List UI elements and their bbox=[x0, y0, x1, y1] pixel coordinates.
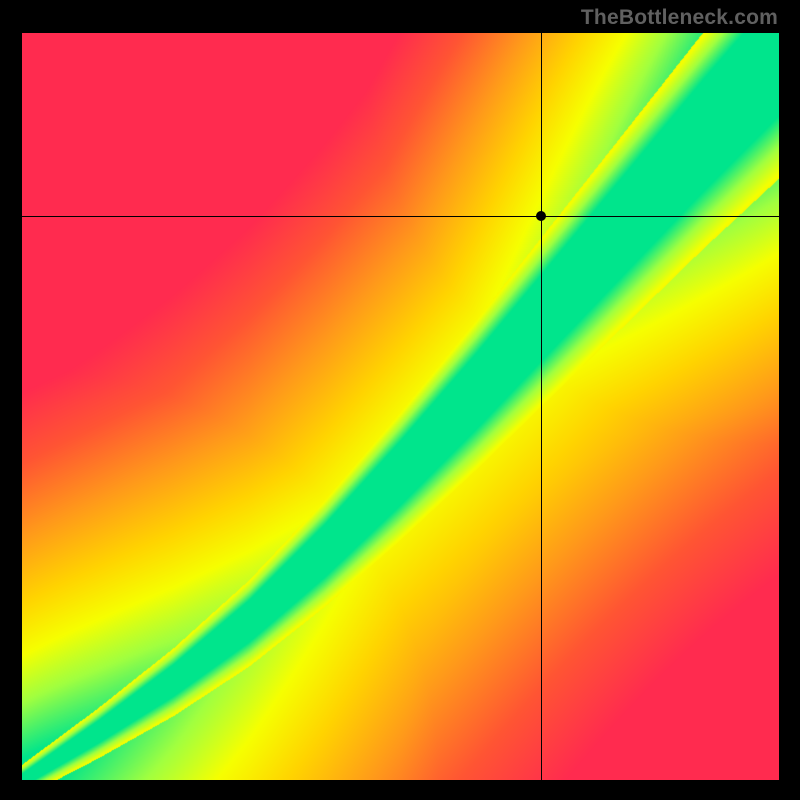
crosshair-vertical bbox=[541, 33, 542, 780]
crosshair-marker bbox=[536, 211, 546, 221]
heatmap-plot bbox=[22, 33, 779, 780]
crosshair-horizontal bbox=[22, 216, 779, 217]
heatmap-canvas bbox=[22, 33, 779, 780]
watermark-text: TheBottleneck.com bbox=[581, 6, 778, 30]
